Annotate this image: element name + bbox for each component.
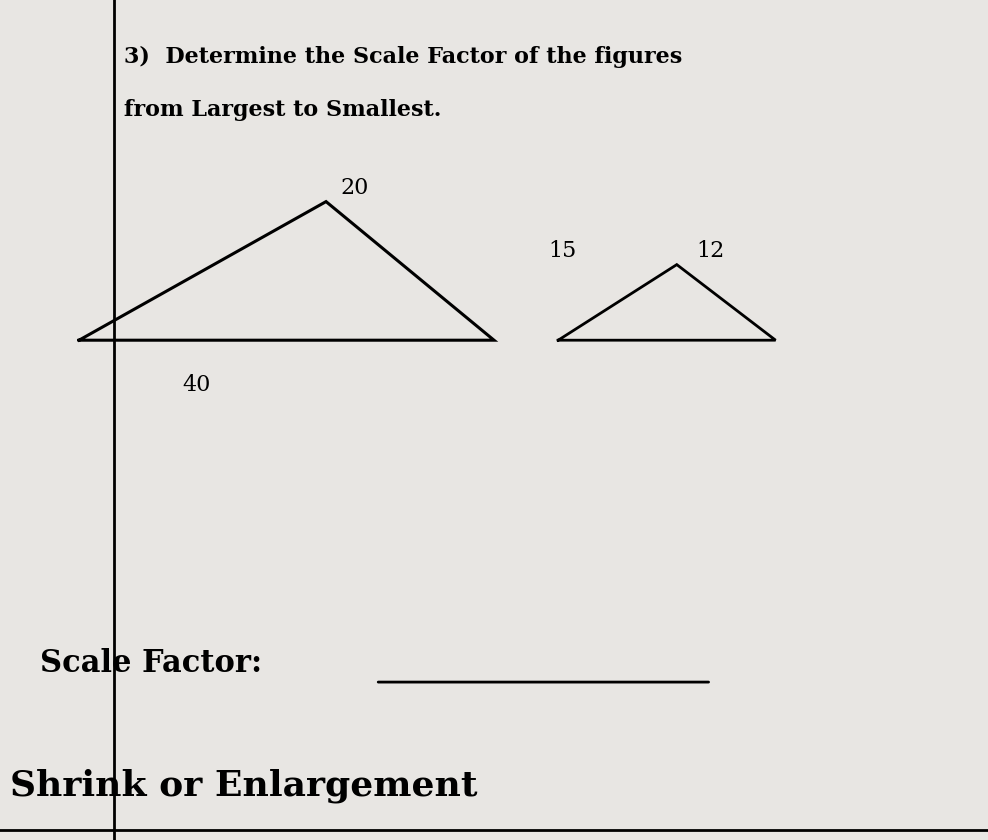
Text: from Largest to Smallest.: from Largest to Smallest. (124, 99, 441, 121)
Text: 20: 20 (341, 177, 370, 199)
Text: 15: 15 (548, 240, 577, 262)
Text: 40: 40 (183, 374, 211, 396)
Text: Shrink or Enlargement: Shrink or Enlargement (10, 768, 477, 803)
Text: Scale Factor:: Scale Factor: (40, 648, 273, 679)
Text: 12: 12 (697, 240, 725, 262)
Text: 3)  Determine the Scale Factor of the figures: 3) Determine the Scale Factor of the fig… (124, 46, 682, 68)
